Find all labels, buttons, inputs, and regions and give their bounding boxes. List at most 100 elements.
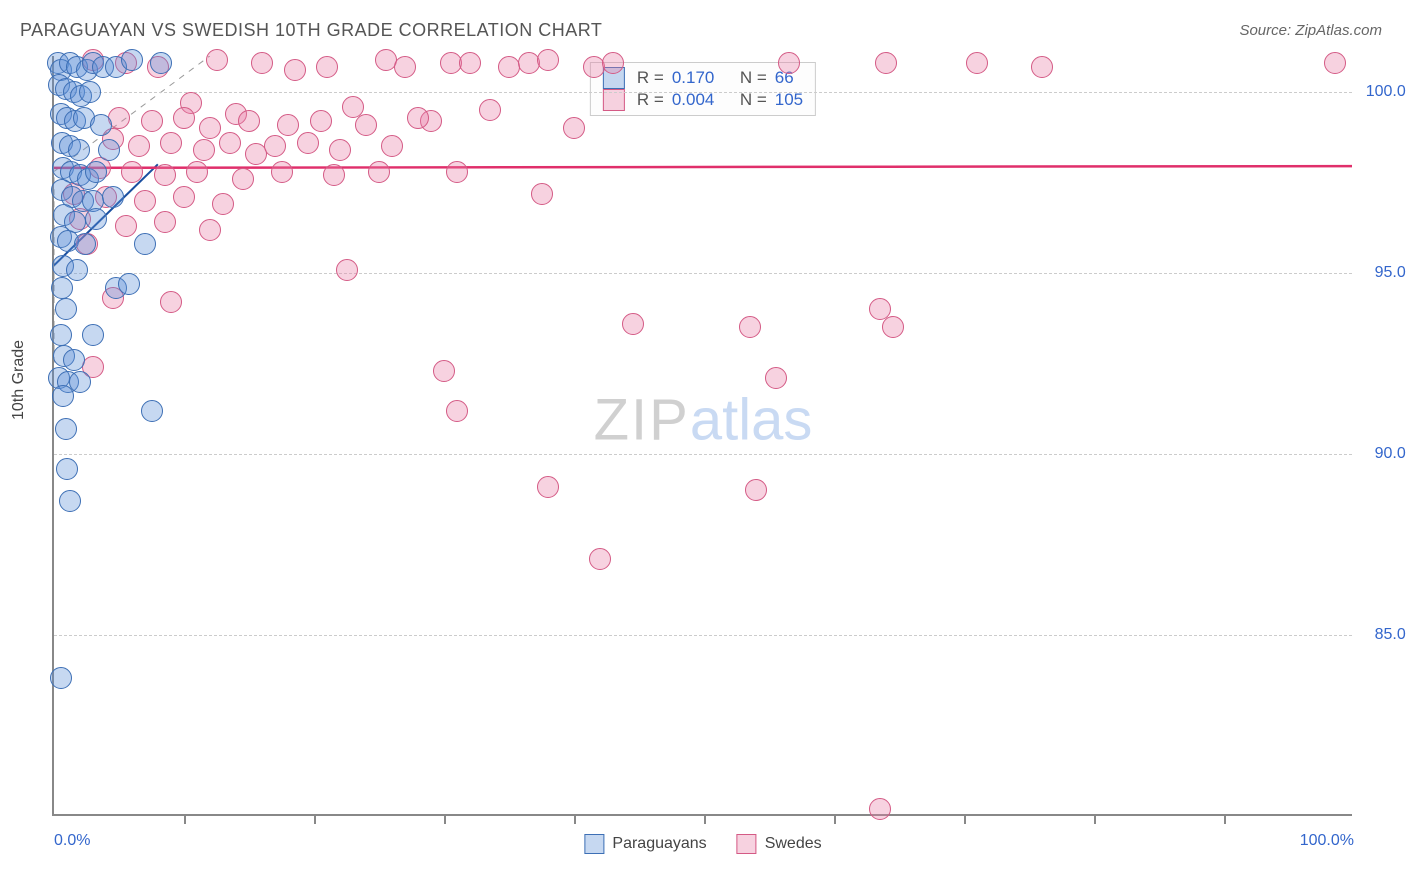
- scatter-plot-area: ZIPatlas R = 0.170 N = 66 R = 0.004 N = …: [52, 56, 1352, 816]
- data-point: [251, 52, 273, 74]
- data-point: [232, 168, 254, 190]
- data-point: [882, 316, 904, 338]
- data-point: [368, 161, 390, 183]
- data-point: [1324, 52, 1346, 74]
- data-point: [323, 164, 345, 186]
- x-tick: [184, 814, 186, 824]
- data-point: [869, 298, 891, 320]
- data-point: [271, 161, 293, 183]
- legend-item-swedes: Swedes: [737, 834, 822, 854]
- data-point: [1031, 56, 1053, 78]
- data-point: [583, 56, 605, 78]
- data-point: [407, 107, 429, 129]
- x-tick: [1224, 814, 1226, 824]
- gridline: [54, 273, 1352, 274]
- data-point: [128, 135, 150, 157]
- data-point: [82, 324, 104, 346]
- data-point: [238, 110, 260, 132]
- legend-label-paraguayans: Paraguayans: [612, 835, 706, 852]
- gridline: [54, 454, 1352, 455]
- data-point: [446, 400, 468, 422]
- r-label: R =: [637, 68, 664, 88]
- y-axis-label: 10th Grade: [10, 340, 28, 420]
- data-point: [51, 277, 73, 299]
- data-point: [206, 49, 228, 71]
- data-point: [329, 139, 351, 161]
- y-tick-label: 85.0%: [1375, 626, 1406, 644]
- data-point: [193, 139, 215, 161]
- x-tick: [444, 814, 446, 824]
- data-point: [310, 110, 332, 132]
- data-point: [277, 114, 299, 136]
- n-label: N =: [740, 68, 767, 88]
- data-point: [531, 183, 553, 205]
- y-tick-label: 90.0%: [1375, 445, 1406, 463]
- data-point: [63, 349, 85, 371]
- data-point: [284, 59, 306, 81]
- data-point: [739, 316, 761, 338]
- data-point: [498, 56, 520, 78]
- data-point: [90, 114, 112, 136]
- data-point: [160, 291, 182, 313]
- data-point: [118, 273, 140, 295]
- data-point: [68, 139, 90, 161]
- x-tick: [1094, 814, 1096, 824]
- data-point: [537, 476, 559, 498]
- data-point: [50, 667, 72, 689]
- data-point: [479, 99, 501, 121]
- swatch-paraguayans-icon: [584, 834, 604, 854]
- data-point: [563, 117, 585, 139]
- x-tick: [314, 814, 316, 824]
- watermark-atlas: atlas: [690, 387, 813, 452]
- x-tick: [964, 814, 966, 824]
- legend-label-swedes: Swedes: [765, 835, 822, 852]
- data-point: [50, 324, 72, 346]
- data-point: [875, 52, 897, 74]
- data-point: [59, 490, 81, 512]
- data-point: [115, 215, 137, 237]
- data-point: [79, 81, 101, 103]
- stats-row-paraguayans: R = 0.170 N = 66: [603, 67, 803, 89]
- data-point: [602, 52, 624, 74]
- data-point: [121, 161, 143, 183]
- data-point: [154, 164, 176, 186]
- data-point: [219, 132, 241, 154]
- data-point: [199, 219, 221, 241]
- data-point: [66, 259, 88, 281]
- legend-item-paraguayans: Paraguayans: [584, 834, 706, 854]
- watermark-zip: ZIP: [594, 387, 690, 452]
- x-tick: [574, 814, 576, 824]
- data-point: [537, 49, 559, 71]
- data-point: [52, 385, 74, 407]
- data-point: [589, 548, 611, 570]
- data-point: [745, 479, 767, 501]
- data-point: [394, 56, 416, 78]
- data-point: [98, 139, 120, 161]
- data-point: [134, 233, 156, 255]
- data-point: [199, 117, 221, 139]
- data-point: [173, 186, 195, 208]
- data-point: [121, 49, 143, 71]
- chart-title: PARAGUAYAN VS SWEDISH 10TH GRADE CORRELA…: [20, 20, 602, 41]
- x-tick: [704, 814, 706, 824]
- data-point: [150, 52, 172, 74]
- data-point: [173, 107, 195, 129]
- data-point: [264, 135, 286, 157]
- data-point: [778, 52, 800, 74]
- data-point: [622, 313, 644, 335]
- data-point: [433, 360, 455, 382]
- data-point: [355, 114, 377, 136]
- data-point: [297, 132, 319, 154]
- watermark: ZIPatlas: [594, 386, 813, 453]
- data-point: [869, 798, 891, 820]
- data-point: [336, 259, 358, 281]
- y-tick-label: 100.0%: [1366, 83, 1406, 101]
- bottom-legend: Paraguayans Swedes: [584, 834, 821, 854]
- data-point: [134, 190, 156, 212]
- x-tick-label: 100.0%: [1300, 832, 1354, 850]
- gridline: [54, 635, 1352, 636]
- data-point: [765, 367, 787, 389]
- data-point: [141, 400, 163, 422]
- data-point: [74, 233, 96, 255]
- data-point: [85, 208, 107, 230]
